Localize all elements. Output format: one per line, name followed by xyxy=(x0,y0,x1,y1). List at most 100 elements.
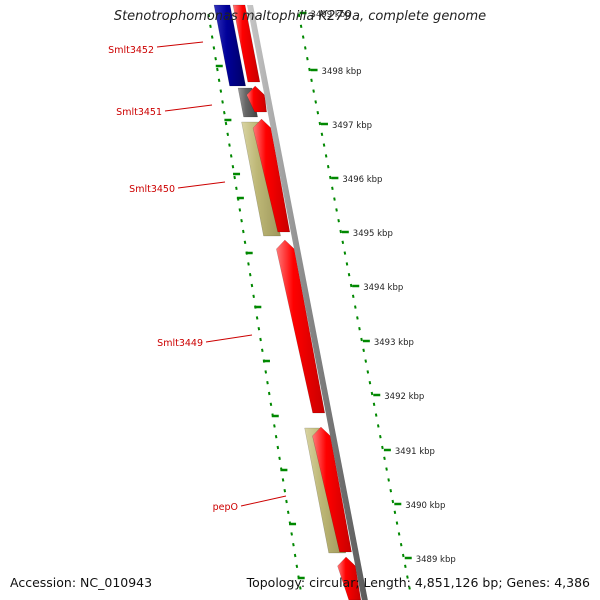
ruler-label: 3494 kbp xyxy=(363,283,403,293)
genes-label: Genes: xyxy=(506,575,551,590)
outer-tick xyxy=(383,456,386,460)
outer-tick xyxy=(345,262,349,266)
accession-label: Accession: xyxy=(10,575,77,590)
inner-tick xyxy=(278,456,281,460)
outer-tick xyxy=(401,553,405,558)
inner-tick xyxy=(261,348,264,352)
inner-tick xyxy=(219,89,223,93)
feature-track xyxy=(213,4,362,600)
outer-tick xyxy=(318,121,322,126)
inner-tick xyxy=(212,46,216,50)
cds-forward xyxy=(337,556,362,600)
outer-tick xyxy=(372,402,376,406)
inner-tick xyxy=(240,219,243,223)
inner-tick xyxy=(214,57,217,61)
outer-tick xyxy=(329,175,332,180)
outer-tick xyxy=(341,240,345,244)
inner-tick xyxy=(207,13,211,18)
inner-tick xyxy=(252,294,255,298)
inner-tick xyxy=(257,327,261,331)
outer-tick xyxy=(397,532,401,536)
genome-summary-footer: Topology: circular; Length: 4,851,126 bp… xyxy=(246,575,590,590)
inner-tick xyxy=(281,478,285,482)
outer-tick xyxy=(370,391,374,396)
inner-tick xyxy=(221,100,224,104)
outer-tick xyxy=(366,370,370,374)
outer-tick xyxy=(337,219,340,223)
outer-tick xyxy=(356,316,359,320)
outer-tick xyxy=(374,413,378,417)
gene-label-leader xyxy=(240,495,287,507)
inner-tick xyxy=(217,78,221,82)
outer-tick xyxy=(404,564,407,568)
inner-tick xyxy=(224,121,228,126)
gene-label: pepO xyxy=(213,502,238,513)
feature-smlt3452 xyxy=(213,4,246,87)
outer-tick xyxy=(326,165,330,169)
ruler-label: 3490 kbp xyxy=(405,501,445,511)
inner-tick xyxy=(216,67,219,72)
outer-tick xyxy=(347,273,351,277)
inner-tick xyxy=(264,370,268,374)
inner-tick xyxy=(283,489,287,493)
inner-tick xyxy=(273,424,276,428)
inner-tick xyxy=(223,111,226,115)
feature-smlt3450 xyxy=(241,121,281,237)
ruler-label: 3496 kbp xyxy=(342,175,382,185)
ruler-label: 3489 kbp xyxy=(416,555,456,565)
length-value: 4,851,126 bp xyxy=(414,575,499,590)
inner-tick xyxy=(226,132,230,136)
ruler-label: 3492 kbp xyxy=(384,392,424,402)
outer-tick xyxy=(408,586,411,590)
map-title: Stenotrophomonas maltophilia K279a, comp… xyxy=(113,9,487,24)
outer-tick xyxy=(297,13,301,18)
outer-tick xyxy=(385,467,388,471)
inner-tick xyxy=(293,553,297,558)
outer-tick xyxy=(308,67,311,72)
outer-tick xyxy=(339,229,343,234)
topology-value: circular xyxy=(309,575,356,590)
outer-tick xyxy=(304,46,307,50)
gene-label-leader xyxy=(164,104,213,112)
ruler-label: 3497 kbp xyxy=(332,121,372,131)
outer-tick xyxy=(399,543,403,547)
inner-tick xyxy=(235,186,238,190)
inner-tick xyxy=(248,273,252,277)
outer-tick xyxy=(306,57,309,61)
gene-label: Smlt3452 xyxy=(108,45,154,56)
inner-tick xyxy=(210,35,214,39)
ruler-label: 3491 kbp xyxy=(395,447,435,457)
outer-tick xyxy=(324,154,328,158)
ruler-label: 3498 kbp xyxy=(322,67,362,77)
outer-tick xyxy=(322,143,326,147)
cds-forward xyxy=(232,4,261,83)
outer-tick xyxy=(333,197,336,201)
inner-tick xyxy=(259,337,262,342)
outer-tick xyxy=(299,24,303,28)
inner-tick xyxy=(228,143,231,147)
outer-tick xyxy=(316,111,320,115)
gene-label: Smlt3451 xyxy=(116,107,162,118)
outer-tick xyxy=(381,445,384,450)
inner-tick xyxy=(290,532,293,536)
gene-label-leader xyxy=(205,334,253,343)
outer-tick xyxy=(387,478,390,482)
length-label: Length: xyxy=(363,575,411,590)
cds-forward xyxy=(276,239,326,414)
outer-tick xyxy=(310,78,313,82)
gene-label-leader xyxy=(177,181,226,189)
inner-tick xyxy=(267,391,271,396)
backbone-line xyxy=(247,5,368,600)
inner-tick xyxy=(292,543,295,547)
inner-tick xyxy=(295,564,299,568)
outer-tick xyxy=(331,186,334,190)
gene-label: Smlt3450 xyxy=(129,184,175,195)
ruler-labels: 3499 kbp 3498 kbp 3497 kbp 3496 kbp 3495 kbp… xyxy=(311,10,456,565)
inner-tick xyxy=(266,381,269,385)
ruler-label: 3495 kbp xyxy=(353,229,393,239)
accession-value: NC_010943 xyxy=(80,575,153,590)
outer-tick xyxy=(314,100,317,104)
outer-tick xyxy=(362,348,365,352)
outer-tick xyxy=(376,424,380,428)
accession-footer: Accession: NC_010943 xyxy=(10,575,152,590)
